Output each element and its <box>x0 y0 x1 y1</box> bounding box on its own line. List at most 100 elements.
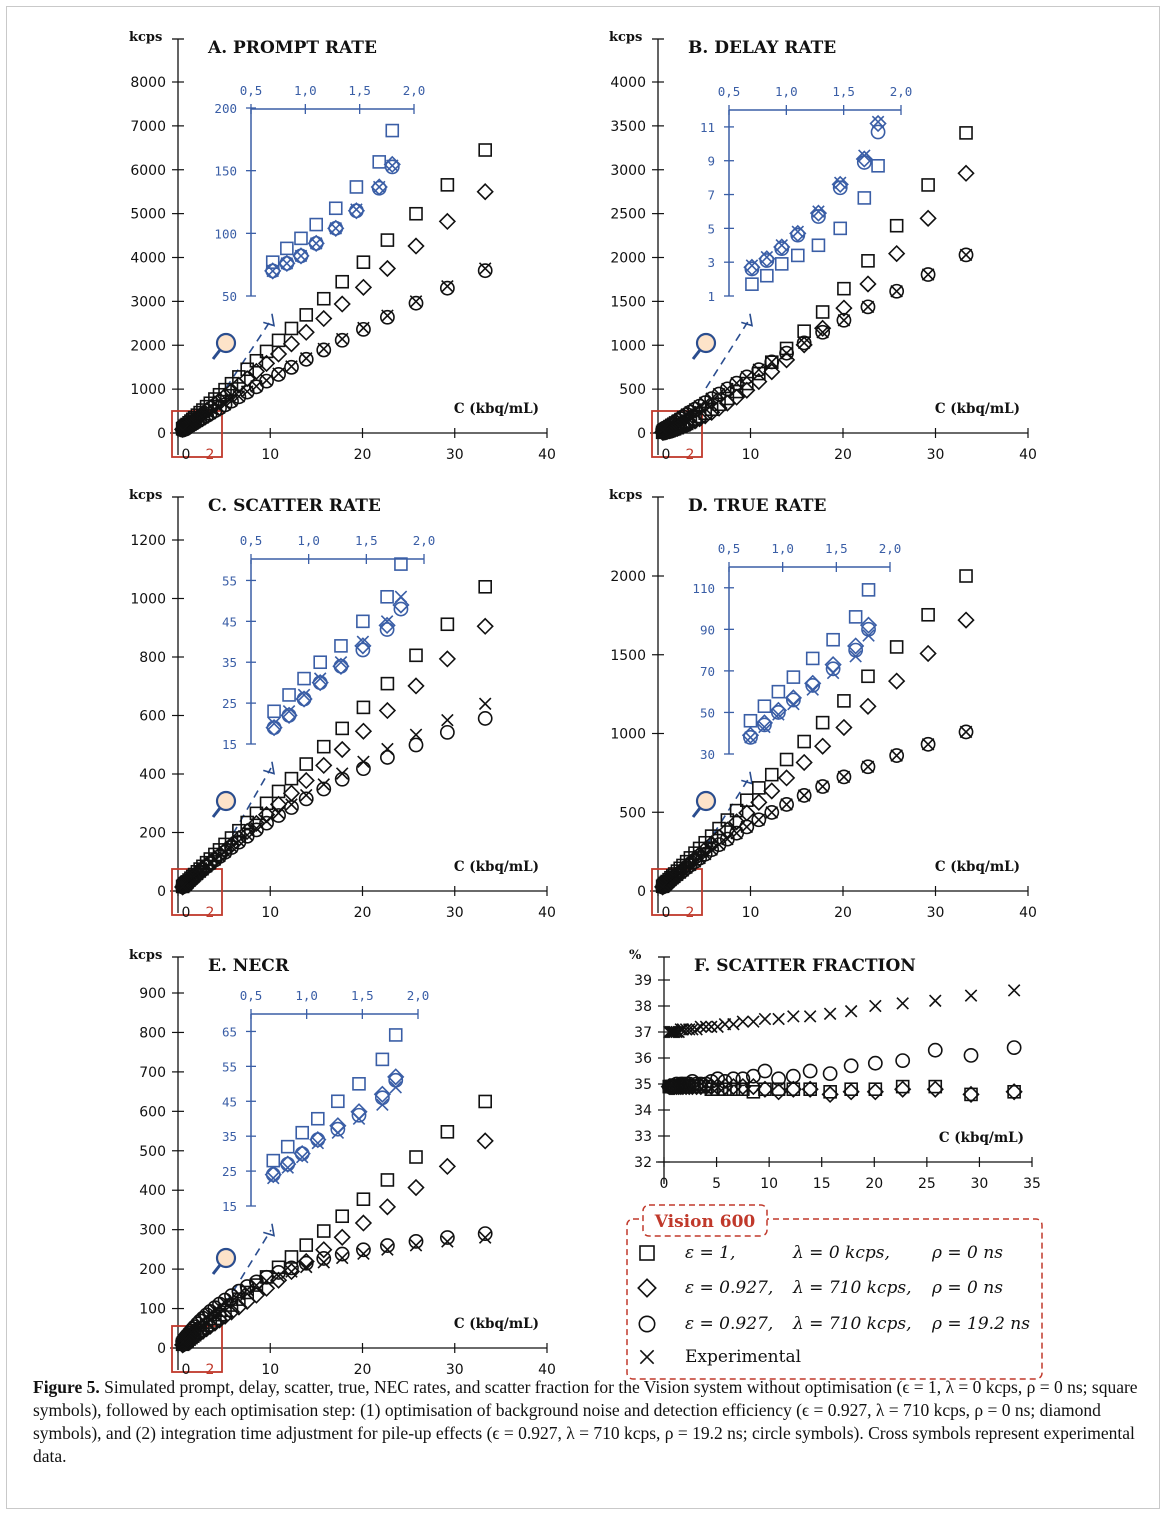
data-point <box>796 335 812 351</box>
data-point <box>284 1260 299 1276</box>
data-point <box>964 989 978 1002</box>
inset-data-point <box>350 203 363 216</box>
data-point <box>765 355 779 369</box>
data-point <box>730 376 743 390</box>
y-tick-label: 3500 <box>610 119 646 135</box>
y-axis-unit: kcps <box>129 30 162 45</box>
inset-x-tick-label: 0,5 <box>718 541 741 556</box>
series-square <box>655 126 973 440</box>
inset-data-point <box>384 159 400 175</box>
inset-y-tick-label: 200 <box>214 101 237 116</box>
inset-data-point <box>857 191 872 205</box>
data-point <box>335 721 350 736</box>
data-point <box>959 126 973 140</box>
inset-series-cross <box>267 590 408 730</box>
data-point <box>407 237 425 255</box>
data-point <box>478 143 492 157</box>
y-tick-label: 34 <box>634 1103 652 1119</box>
data-point <box>869 999 882 1013</box>
data-point <box>299 308 314 322</box>
data-point <box>232 1288 246 1301</box>
data-point <box>699 1020 713 1034</box>
data-point <box>711 386 727 402</box>
inset-data-point <box>330 1121 346 1137</box>
data-point <box>478 697 492 711</box>
y-tick-label: 7000 <box>130 119 166 135</box>
x-tick-label: 40 <box>538 905 556 921</box>
inset-data-point <box>312 675 328 691</box>
data-point <box>816 780 829 793</box>
inset-y-tick-label: 100 <box>214 226 237 241</box>
data-point <box>779 797 794 812</box>
inset-data-point <box>349 180 364 194</box>
data-point <box>439 1230 455 1245</box>
data-point <box>711 837 727 852</box>
inset-data-point <box>745 259 759 272</box>
inset-data-point <box>278 254 296 273</box>
y-tick-label: 4000 <box>610 75 646 91</box>
inset-x-tick-label: 1,0 <box>295 988 318 1003</box>
data-point <box>477 263 493 279</box>
inset-data-point <box>265 263 281 279</box>
data-point <box>354 722 373 740</box>
x-tick-label-zero: 0 <box>182 905 191 921</box>
inset-x-tick-label: 1,0 <box>297 533 320 548</box>
data-point <box>380 676 395 691</box>
data-point <box>440 178 455 192</box>
inset-data-point <box>310 1111 325 1126</box>
data-point <box>784 1080 802 1098</box>
data-point <box>335 767 349 780</box>
data-point <box>777 769 796 787</box>
y-tick-label: 1000 <box>130 592 166 608</box>
data-point <box>284 359 299 375</box>
legend-lambda: λ = 0 kcps, <box>792 1243 890 1263</box>
legend-title: Vision 600 <box>654 1212 756 1232</box>
inset-y-tick-label: 9 <box>707 154 715 169</box>
data-point <box>763 363 781 381</box>
data-point <box>661 1079 677 1094</box>
data-point <box>316 781 332 797</box>
inset-data-point <box>744 731 757 744</box>
inset-data-point <box>786 692 801 708</box>
data-point <box>712 821 726 836</box>
data-point <box>921 607 935 622</box>
data-point <box>260 814 273 828</box>
inset-y-tick-label: 150 <box>214 164 237 179</box>
data-point <box>282 1262 301 1281</box>
magnifier-icon <box>211 1247 237 1275</box>
data-point <box>357 1247 370 1260</box>
inset-data-point <box>309 1131 327 1149</box>
y-tick-label: 0 <box>157 426 166 442</box>
inset-data-point <box>293 1145 311 1163</box>
x-tick-label: 20 <box>354 447 372 463</box>
inset-data-point <box>280 241 294 256</box>
data-point <box>257 354 276 373</box>
inset-data-point <box>833 176 847 189</box>
data-point <box>477 1226 493 1242</box>
magnifier-lens <box>695 332 717 354</box>
inset-x-tick-label: 2,0 <box>879 541 902 556</box>
inset-data-point <box>861 621 876 637</box>
x-tick-label: 30 <box>927 447 945 463</box>
inset-data-point <box>354 637 372 655</box>
data-point <box>381 1243 394 1256</box>
inset-x-tick-label: 2,0 <box>407 988 430 1003</box>
data-point <box>247 1286 266 1304</box>
inset-x-tick-label: 0,5 <box>240 83 263 98</box>
inset-y-tick-label: 5 <box>707 221 715 236</box>
inset: 0,5 1,0 1,5 2,0 30 50 70 90 110 <box>692 541 901 762</box>
inset-y-tick-label: 15 <box>222 1199 237 1214</box>
legend-eps: Experimental <box>685 1347 801 1367</box>
caption-label: Figure 5. <box>33 1377 100 1397</box>
data-point <box>250 822 263 835</box>
legend-symbol-square <box>639 1245 655 1261</box>
data-point <box>835 299 853 317</box>
data-point <box>200 409 213 422</box>
inset-data-point <box>855 150 873 168</box>
data-point <box>797 734 811 749</box>
series-circle <box>175 711 493 895</box>
inset-y-tick-label: 55 <box>222 573 237 588</box>
y-tick-label: 2500 <box>610 207 646 223</box>
inset-x-tick-label: 1,0 <box>771 541 794 556</box>
inset-data-point <box>313 672 327 685</box>
